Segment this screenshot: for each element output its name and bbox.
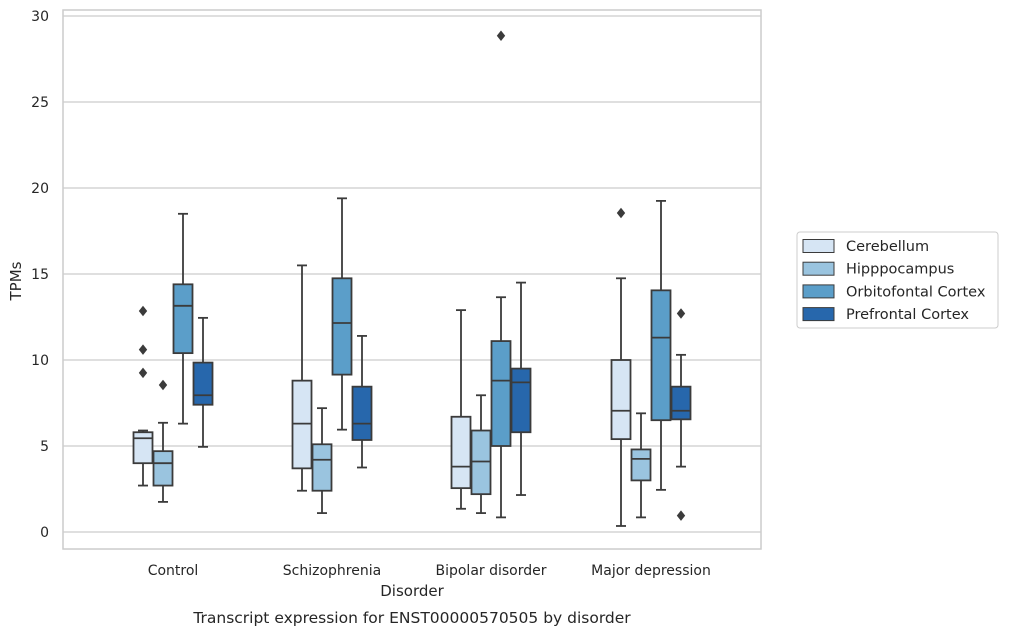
box-hipppocampuscontrol: [152, 379, 174, 503]
outlier-point: [158, 379, 168, 391]
box-cerebellumschizophrenia: [291, 264, 313, 492]
outlier-point: [138, 305, 148, 317]
legend: Cerebellum Hipppocampus Orbitofontal Corte…: [796, 231, 999, 329]
box-iqr: [172, 283, 194, 355]
box-iqr: [351, 385, 373, 441]
box-iqr: [630, 448, 652, 482]
legend-swatch: [802, 239, 835, 253]
box-groups: [132, 30, 692, 527]
box-iqr: [670, 385, 692, 421]
x-axis-title: Disorder: [380, 582, 444, 600]
x-tick-label: Control: [148, 563, 199, 579]
box-iqr: [152, 450, 174, 487]
box-iqr: [650, 289, 672, 422]
outlier-point: [138, 367, 148, 379]
y-tick-label: 30: [31, 9, 49, 25]
x-tick-label: Schizophrenia: [283, 563, 381, 579]
x-tick-label: Major depression: [591, 563, 711, 579]
box-orbitofontal-cortexcontrol: [172, 212, 194, 425]
box-orbitofontal-cortexbipolar-disorder: [490, 30, 512, 519]
x-axis-ticks: Control Schizophrenia Bipolar disorder Majo…: [148, 563, 711, 579]
legend-frame: [796, 231, 999, 329]
box-iqr: [610, 359, 632, 441]
outlier-point: [676, 308, 686, 319]
y-tick-label: 10: [31, 353, 49, 369]
box-iqr: [132, 431, 154, 465]
chart-caption: Transcript expression for ENST0000057050…: [192, 609, 631, 627]
legend-label: Prefrontal Cortex: [846, 307, 969, 323]
legend-swatch: [802, 307, 835, 322]
box-prefrontal-cortexmajor-depression: [670, 308, 692, 521]
legend-label: Hipppocampus: [846, 262, 954, 278]
legend-swatch: [802, 284, 835, 299]
legend-swatch: [802, 261, 835, 276]
y-axis-title: TPMs: [7, 261, 25, 301]
box-prefrontal-cortexschizophrenia: [351, 335, 373, 469]
box-iqr: [311, 443, 333, 492]
outlier-point: [676, 510, 686, 521]
grid-lines: [63, 15, 761, 533]
box-hipppocampusbipolar-disorder: [470, 394, 492, 514]
box-iqr: [192, 361, 214, 406]
legend-label: Orbitofontal Cortex: [846, 284, 986, 300]
outlier-point: [496, 30, 506, 42]
box-cerebellumbipolar-disorder: [450, 309, 472, 510]
box-iqr: [450, 415, 472, 490]
y-axis-ticks: 0 5 10 15 20 25 30: [31, 9, 49, 541]
box-orbitofontal-cortexmajor-depression: [650, 199, 672, 491]
outlier-point: [616, 207, 626, 219]
plot-area-frame: [62, 9, 762, 550]
box-prefrontal-cortexcontrol: [192, 316, 214, 448]
legend-label: Cerebellum: [846, 239, 929, 255]
y-tick-label: 20: [31, 181, 49, 197]
box-hipppocampusschizophrenia: [311, 407, 333, 514]
box-prefrontal-cortexbipolar-disorder: [510, 281, 532, 496]
box-iqr: [510, 367, 532, 434]
y-tick-label: 5: [40, 439, 49, 455]
outlier-point: [138, 344, 148, 355]
y-tick-label: 25: [31, 95, 49, 111]
box-iqr: [331, 277, 353, 376]
y-tick-label: 15: [31, 267, 49, 283]
box-cerebellummajor-depression: [610, 207, 632, 527]
y-tick-label: 0: [40, 525, 49, 541]
box-cerebellumcontrol: [132, 305, 154, 487]
x-tick-label: Bipolar disorder: [435, 563, 546, 579]
box-orbitofontal-cortexschizophrenia: [331, 197, 353, 431]
box-hipppocampusmajor-depression: [630, 412, 652, 519]
box-iqr: [490, 340, 512, 447]
